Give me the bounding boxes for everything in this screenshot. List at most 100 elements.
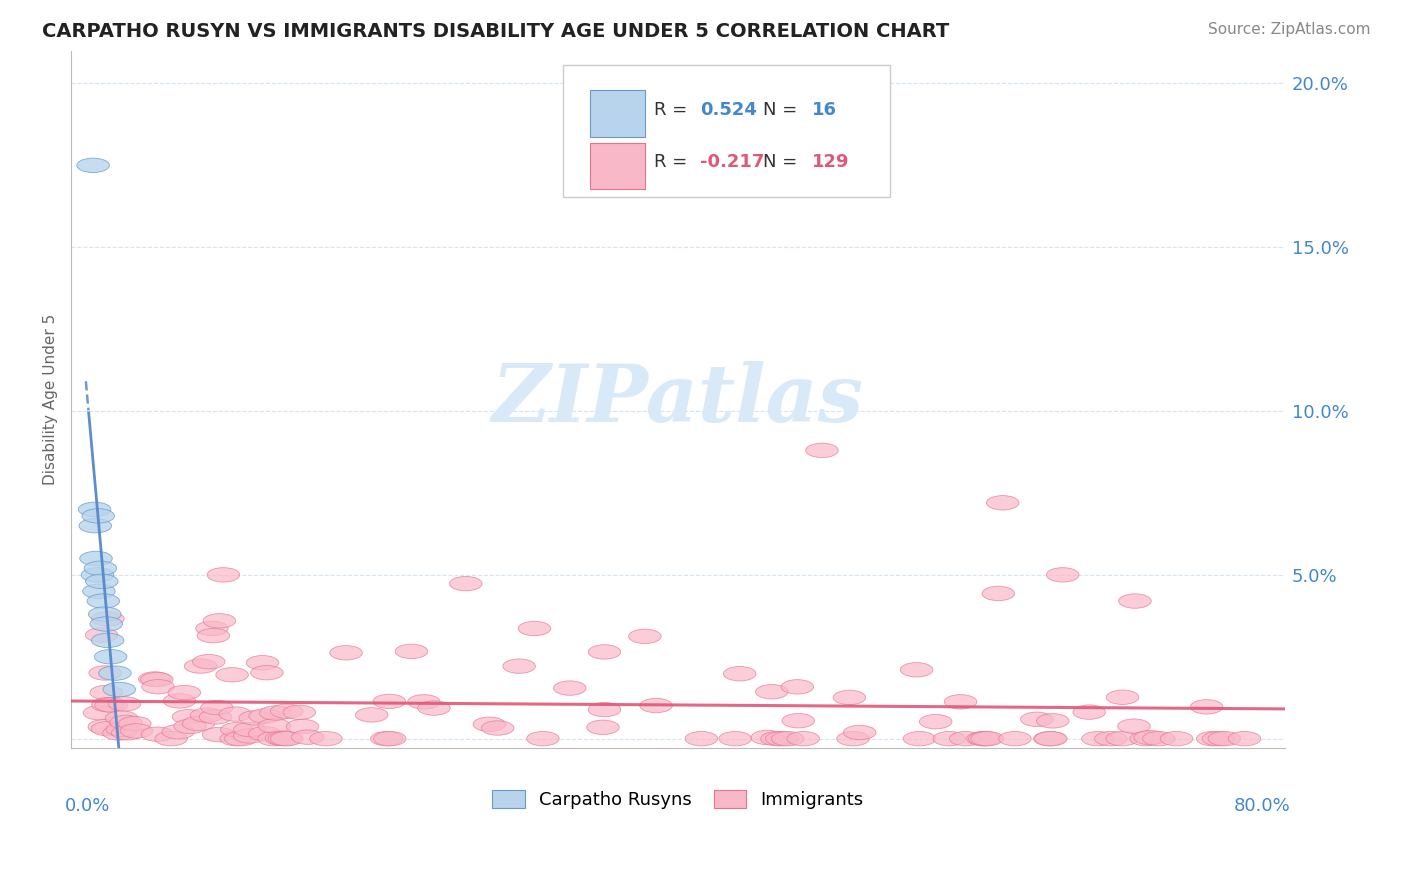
Ellipse shape bbox=[169, 685, 201, 699]
Ellipse shape bbox=[201, 700, 233, 714]
Ellipse shape bbox=[193, 655, 225, 669]
Text: 0.524: 0.524 bbox=[700, 101, 756, 119]
Ellipse shape bbox=[640, 698, 672, 713]
Ellipse shape bbox=[1229, 731, 1261, 746]
Ellipse shape bbox=[981, 586, 1015, 600]
Ellipse shape bbox=[84, 561, 117, 575]
Ellipse shape bbox=[197, 629, 229, 643]
Ellipse shape bbox=[291, 730, 323, 744]
Ellipse shape bbox=[118, 716, 152, 731]
Ellipse shape bbox=[202, 614, 236, 628]
Text: R =: R = bbox=[654, 153, 693, 171]
Ellipse shape bbox=[184, 659, 217, 673]
Ellipse shape bbox=[250, 665, 283, 680]
Text: 16: 16 bbox=[811, 101, 837, 119]
Ellipse shape bbox=[215, 667, 249, 682]
Ellipse shape bbox=[83, 706, 115, 720]
Text: Source: ZipAtlas.com: Source: ZipAtlas.com bbox=[1208, 22, 1371, 37]
Ellipse shape bbox=[920, 714, 952, 729]
Ellipse shape bbox=[1035, 731, 1067, 746]
Text: R =: R = bbox=[654, 101, 693, 119]
Ellipse shape bbox=[207, 567, 239, 582]
Ellipse shape bbox=[225, 731, 257, 746]
Ellipse shape bbox=[90, 616, 122, 632]
Text: 0.0%: 0.0% bbox=[65, 797, 111, 815]
Ellipse shape bbox=[89, 720, 121, 734]
Ellipse shape bbox=[1208, 731, 1240, 746]
Ellipse shape bbox=[233, 729, 266, 743]
Text: ZIPatlas: ZIPatlas bbox=[492, 361, 865, 438]
Text: -0.217: -0.217 bbox=[700, 153, 765, 171]
Ellipse shape bbox=[190, 708, 224, 723]
Ellipse shape bbox=[588, 645, 620, 659]
Ellipse shape bbox=[108, 697, 141, 711]
Ellipse shape bbox=[141, 727, 173, 741]
Ellipse shape bbox=[257, 731, 290, 746]
Ellipse shape bbox=[1073, 705, 1105, 719]
Ellipse shape bbox=[91, 722, 124, 736]
Ellipse shape bbox=[98, 666, 131, 681]
Ellipse shape bbox=[94, 698, 128, 712]
Ellipse shape bbox=[772, 731, 804, 746]
Text: 129: 129 bbox=[811, 153, 849, 171]
Ellipse shape bbox=[87, 594, 120, 608]
Ellipse shape bbox=[503, 659, 536, 673]
Ellipse shape bbox=[371, 731, 404, 746]
Ellipse shape bbox=[103, 682, 135, 697]
Ellipse shape bbox=[554, 681, 586, 695]
Ellipse shape bbox=[142, 680, 174, 694]
Ellipse shape bbox=[239, 711, 271, 725]
Ellipse shape bbox=[219, 706, 252, 722]
Ellipse shape bbox=[1130, 731, 1163, 746]
Ellipse shape bbox=[174, 719, 207, 733]
Ellipse shape bbox=[91, 633, 124, 648]
Ellipse shape bbox=[233, 723, 266, 737]
Ellipse shape bbox=[1036, 714, 1069, 728]
Ellipse shape bbox=[183, 716, 215, 731]
Ellipse shape bbox=[1081, 731, 1114, 746]
Ellipse shape bbox=[1191, 699, 1223, 714]
Ellipse shape bbox=[834, 690, 866, 705]
Ellipse shape bbox=[395, 644, 427, 658]
Ellipse shape bbox=[195, 621, 228, 636]
Ellipse shape bbox=[969, 731, 1001, 746]
Ellipse shape bbox=[89, 665, 121, 681]
Ellipse shape bbox=[269, 731, 301, 746]
Ellipse shape bbox=[105, 711, 138, 725]
Ellipse shape bbox=[219, 731, 253, 746]
Ellipse shape bbox=[260, 706, 292, 720]
Ellipse shape bbox=[162, 724, 194, 739]
Ellipse shape bbox=[1033, 731, 1066, 746]
Ellipse shape bbox=[519, 622, 551, 636]
Ellipse shape bbox=[105, 723, 139, 737]
Ellipse shape bbox=[934, 731, 966, 746]
Ellipse shape bbox=[782, 680, 814, 694]
Ellipse shape bbox=[330, 646, 363, 660]
Ellipse shape bbox=[967, 731, 1000, 746]
Ellipse shape bbox=[80, 551, 112, 566]
Ellipse shape bbox=[141, 673, 173, 687]
Ellipse shape bbox=[249, 709, 281, 723]
Ellipse shape bbox=[172, 710, 205, 724]
Ellipse shape bbox=[94, 649, 127, 664]
Ellipse shape bbox=[309, 731, 342, 746]
Ellipse shape bbox=[903, 731, 936, 746]
FancyBboxPatch shape bbox=[562, 64, 890, 197]
Ellipse shape bbox=[761, 731, 793, 746]
Ellipse shape bbox=[685, 731, 717, 746]
Ellipse shape bbox=[586, 720, 619, 734]
Ellipse shape bbox=[110, 715, 142, 730]
Ellipse shape bbox=[945, 695, 977, 709]
Ellipse shape bbox=[481, 721, 515, 735]
Ellipse shape bbox=[844, 725, 876, 739]
Ellipse shape bbox=[163, 694, 195, 708]
Ellipse shape bbox=[1197, 731, 1229, 746]
Ellipse shape bbox=[89, 607, 121, 622]
Ellipse shape bbox=[1107, 731, 1139, 746]
Ellipse shape bbox=[90, 685, 122, 699]
Ellipse shape bbox=[972, 731, 1004, 746]
Ellipse shape bbox=[628, 629, 661, 643]
Ellipse shape bbox=[266, 731, 298, 746]
Ellipse shape bbox=[724, 666, 756, 681]
Ellipse shape bbox=[1143, 731, 1175, 746]
